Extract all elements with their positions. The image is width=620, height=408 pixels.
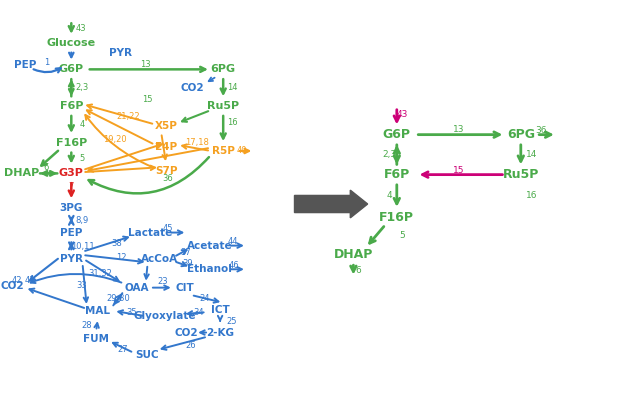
Text: CO2: CO2 — [180, 83, 204, 93]
Text: 45: 45 — [162, 224, 172, 233]
Text: 16: 16 — [227, 118, 238, 127]
Text: MAL: MAL — [86, 306, 110, 316]
Text: 14: 14 — [228, 83, 237, 92]
Text: 34: 34 — [193, 308, 204, 317]
Text: AcCoA: AcCoA — [141, 254, 179, 264]
Text: 12: 12 — [116, 253, 126, 262]
Text: PEP: PEP — [14, 60, 36, 70]
Text: 36: 36 — [536, 126, 547, 135]
Text: G3P: G3P — [59, 169, 84, 178]
Text: F16P: F16P — [379, 211, 414, 224]
Text: E4P: E4P — [155, 142, 177, 152]
Text: 36: 36 — [162, 174, 173, 183]
Text: OAA: OAA — [124, 283, 149, 293]
Text: 4: 4 — [386, 191, 392, 200]
Text: 44: 44 — [228, 237, 237, 246]
Text: 6PG: 6PG — [507, 128, 535, 141]
Text: 41: 41 — [25, 276, 35, 285]
Text: X5P: X5P — [155, 122, 177, 131]
Text: Acetate: Acetate — [187, 241, 232, 251]
Text: 37: 37 — [180, 248, 192, 257]
Text: 29,30: 29,30 — [106, 294, 130, 303]
Text: 26: 26 — [185, 341, 196, 350]
Text: 1: 1 — [44, 58, 49, 67]
Text: Glyoxylate: Glyoxylate — [133, 311, 195, 321]
Text: 43: 43 — [75, 24, 86, 33]
Text: CIT: CIT — [175, 283, 194, 293]
Text: 6: 6 — [44, 163, 49, 172]
Text: 46: 46 — [229, 261, 240, 270]
Text: 19,20: 19,20 — [103, 135, 126, 144]
Text: Lactate: Lactate — [128, 228, 172, 237]
Text: F6P: F6P — [384, 168, 410, 181]
Text: Glucose: Glucose — [46, 38, 96, 48]
Text: 21,22: 21,22 — [117, 112, 140, 121]
Text: R5P: R5P — [212, 146, 234, 156]
Text: 43: 43 — [396, 110, 407, 119]
Text: SUC: SUC — [136, 350, 159, 360]
Text: PYR: PYR — [60, 254, 83, 264]
Text: DHAP: DHAP — [4, 169, 39, 178]
Text: G6P: G6P — [59, 64, 84, 74]
Text: CO2: CO2 — [1, 281, 24, 290]
Text: 15: 15 — [142, 95, 152, 104]
Text: 31,32: 31,32 — [89, 269, 112, 278]
Text: 35: 35 — [126, 308, 137, 317]
Text: F6P: F6P — [60, 101, 83, 111]
Text: PYR: PYR — [109, 48, 133, 58]
Text: 2,3: 2,3 — [76, 83, 89, 92]
Text: F16P: F16P — [56, 138, 87, 148]
Text: FUM: FUM — [83, 334, 109, 344]
Text: 5: 5 — [399, 231, 405, 240]
Text: S7P: S7P — [155, 166, 177, 176]
Text: 33: 33 — [76, 281, 87, 290]
Text: G6P: G6P — [383, 128, 411, 141]
Text: 39: 39 — [182, 259, 193, 268]
Text: 2-KG: 2-KG — [206, 328, 234, 337]
Text: 7: 7 — [69, 182, 74, 191]
Text: 6: 6 — [355, 266, 361, 275]
Text: 24: 24 — [200, 294, 210, 303]
Text: 13: 13 — [453, 125, 464, 134]
Text: 4: 4 — [80, 120, 85, 129]
Text: 6PG: 6PG — [211, 64, 236, 74]
Text: DHAP: DHAP — [334, 248, 373, 262]
Text: 13: 13 — [140, 60, 151, 69]
Text: 42: 42 — [12, 276, 22, 285]
Text: 38: 38 — [111, 239, 122, 248]
Text: Ethanol: Ethanol — [187, 264, 232, 274]
Text: 28: 28 — [81, 321, 92, 330]
Text: Ru5P: Ru5P — [207, 101, 239, 111]
Text: 15: 15 — [453, 166, 464, 175]
Text: 40: 40 — [237, 146, 247, 155]
Text: 27: 27 — [117, 345, 128, 354]
Text: 3PG: 3PG — [60, 203, 83, 213]
Text: 17,18: 17,18 — [185, 138, 209, 147]
Text: Ru5P: Ru5P — [503, 168, 539, 181]
Text: 10,11: 10,11 — [71, 242, 94, 251]
Text: 2,3: 2,3 — [383, 150, 396, 159]
Text: 23: 23 — [157, 277, 169, 286]
Text: 16: 16 — [526, 191, 538, 200]
Text: 8,9: 8,9 — [76, 216, 89, 225]
Text: CO2: CO2 — [174, 328, 198, 337]
Text: 14: 14 — [526, 150, 538, 159]
FancyArrow shape — [294, 190, 368, 218]
Text: 25: 25 — [226, 317, 236, 326]
Text: 5: 5 — [80, 154, 85, 163]
Text: PEP: PEP — [60, 228, 82, 237]
Text: ICT: ICT — [211, 305, 229, 315]
